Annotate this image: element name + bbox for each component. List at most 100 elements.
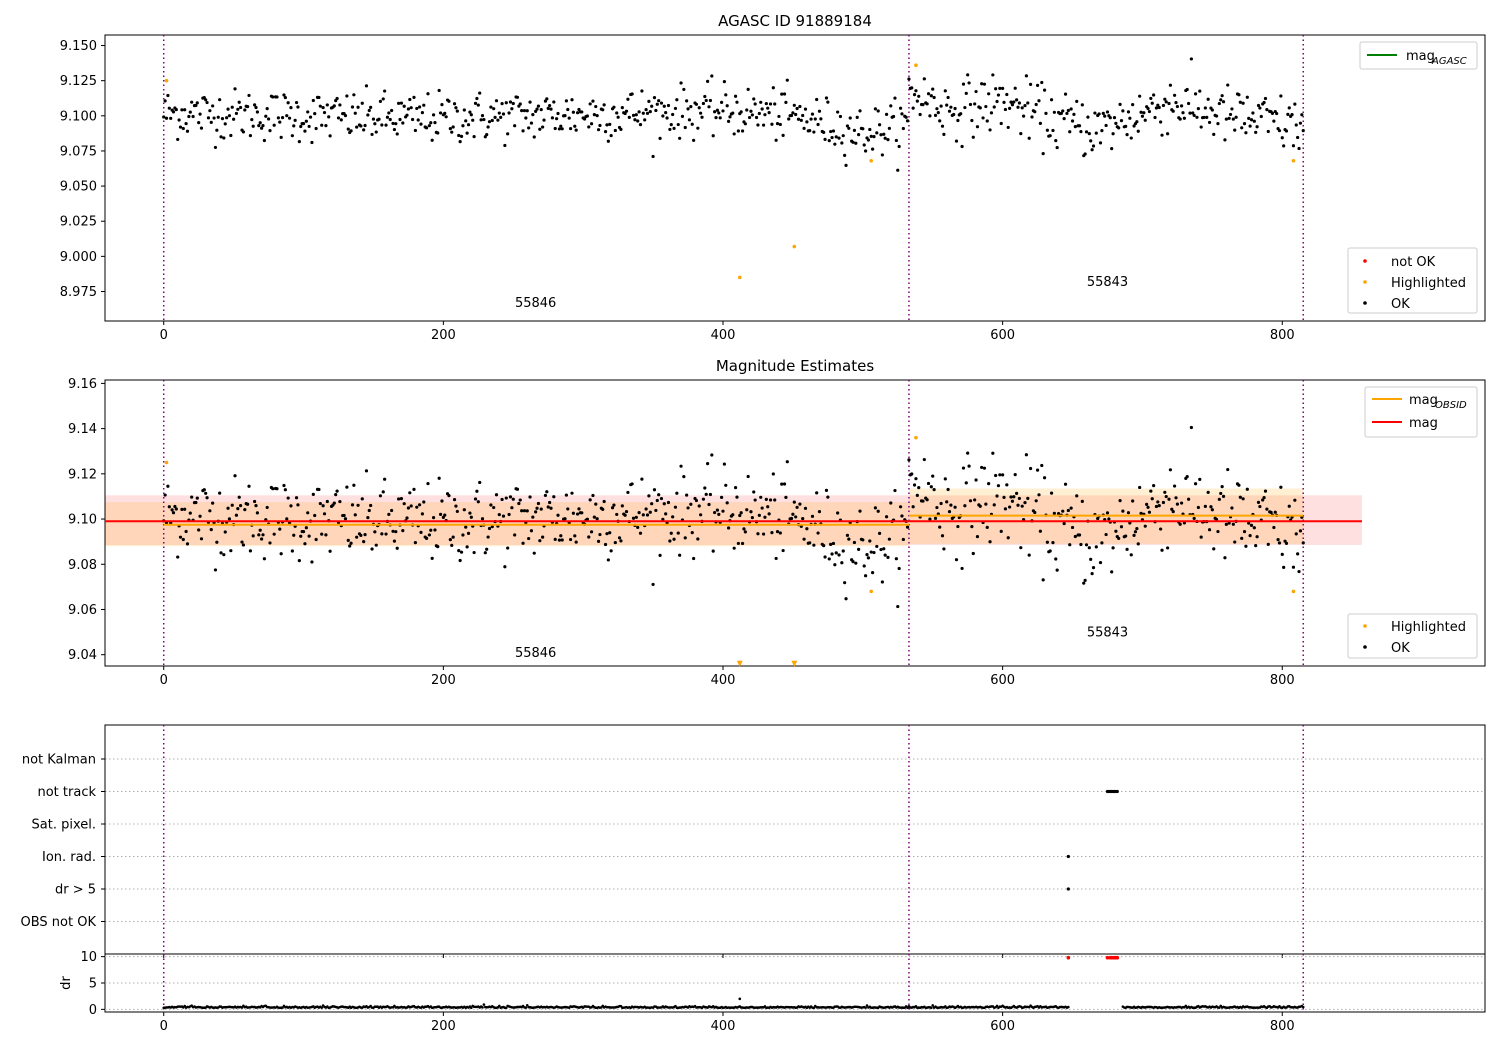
ok-point [865,553,869,557]
ok-point [666,500,671,505]
ok-point [1166,132,1170,136]
ok-point [1147,510,1152,514]
ok-point [1161,103,1166,108]
ok-point [1233,540,1237,544]
highlighted-point [792,244,797,249]
ok-point [409,504,413,508]
ok-point [1272,119,1276,123]
ok-point [383,89,387,93]
ok-point [177,118,181,122]
ok-point [710,453,714,457]
ok-point [1178,117,1182,121]
ok-point [480,114,485,118]
ok-point [545,490,549,494]
ok-point [321,105,325,110]
ok-point [285,517,289,521]
ok-point [988,540,992,544]
ok-point [1228,112,1233,117]
ok-point [1152,93,1156,97]
ok-point [352,93,356,97]
ok-point [546,106,550,110]
ok-point [299,124,303,129]
ok-point [577,507,581,511]
ok-point [812,543,816,547]
ok-point [402,104,406,108]
ok-point [504,101,508,105]
ok-point [560,127,564,131]
ok-point [921,103,925,107]
ok-point [1114,121,1118,126]
ok-point [334,493,338,497]
ok-point [539,507,543,511]
ok-point [1041,578,1045,582]
ok-point [420,111,424,115]
ok-point [587,535,591,539]
ok-point [181,537,185,542]
ok-point [417,503,422,507]
obsid-annotation: 55843 [1087,626,1128,641]
ok-point [1242,530,1247,534]
ok-point [353,111,357,115]
ok-point [1094,545,1098,549]
ok-point [746,474,750,479]
ok-point [1223,138,1227,142]
ok-point [854,141,858,145]
ok-point [1298,529,1303,533]
ok-point [430,556,434,560]
ok-point [254,504,258,508]
ok-point [864,149,868,153]
ok-point [243,508,247,512]
ok-point [894,138,898,143]
ok-point [699,513,703,517]
highlighted-point [914,63,918,68]
chart-title: Magnitude Estimates [716,357,874,375]
ok-point [1192,113,1196,118]
ok-point [254,105,258,110]
ok-point [1143,118,1147,122]
ok-point [875,544,879,549]
ok-point [992,105,996,109]
ok-point [183,108,187,112]
ok-point [773,102,777,106]
ok-point [833,142,837,146]
ok-point [563,114,567,118]
ok-point [968,499,973,503]
ok-point [1168,468,1173,472]
ok-point [239,503,243,508]
ok-point [598,532,602,537]
ok-point [241,543,246,547]
ok-point [461,533,465,537]
ok-point [678,136,682,140]
ok-point [521,129,525,133]
ok-point [798,502,802,506]
ok-point [199,537,204,541]
ok-point [459,134,464,139]
ok-point [536,104,541,108]
flag-label: not track [37,785,96,800]
x-tick-label: 600 [990,328,1015,343]
ok-point [1265,507,1269,511]
ok-point [253,103,257,107]
ok-point [866,556,871,560]
ok-point [226,107,230,111]
ok-point [620,504,624,508]
ok-point [549,107,553,111]
ok-point [301,530,306,534]
ok-point [380,123,384,127]
y-tick-label: 9.04 [68,648,97,663]
ok-point [1167,497,1171,501]
ok-point [556,513,560,517]
ok-point [1135,526,1139,531]
ok-point [928,114,932,118]
ok-point [167,505,171,509]
ok-point [1104,123,1108,128]
ok-point [262,557,266,561]
ok-point [968,102,973,107]
ok-point [1069,107,1073,111]
ok-point [1098,560,1103,565]
ok-point [1015,98,1019,102]
legend-label: mag [1406,49,1435,64]
ok-point [251,124,255,128]
ok-point [601,108,605,112]
